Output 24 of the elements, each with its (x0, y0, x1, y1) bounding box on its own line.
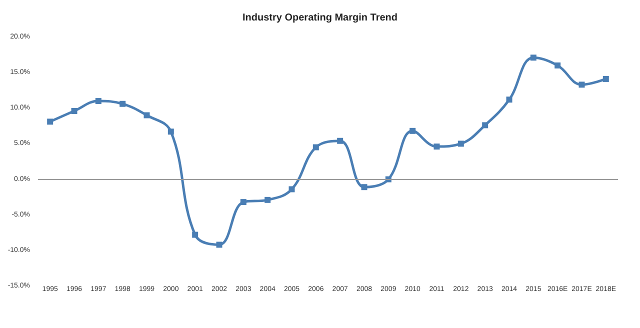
point (506, 96, 512, 103)
point (264, 196, 271, 203)
point (95, 98, 102, 104)
point (458, 140, 464, 147)
point (192, 232, 198, 238)
point (71, 108, 78, 114)
point (312, 144, 319, 150)
point (578, 82, 585, 88)
point (216, 242, 222, 248)
point (530, 54, 536, 61)
point (410, 128, 416, 134)
point (47, 118, 54, 125)
point (288, 186, 295, 192)
point (482, 122, 488, 128)
point (554, 62, 561, 68)
point (168, 128, 174, 135)
point (240, 199, 246, 206)
point (120, 100, 126, 107)
chart-title: Industry Operating Margin Trend (242, 12, 398, 24)
point (434, 144, 440, 150)
point (337, 138, 344, 144)
point (602, 76, 609, 82)
point (361, 184, 368, 190)
point (144, 112, 150, 118)
